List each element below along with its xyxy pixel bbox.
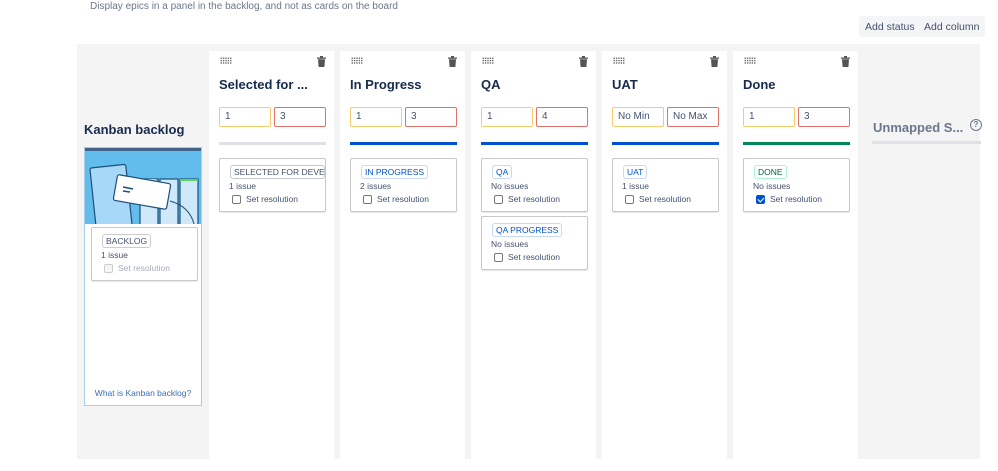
- column-title[interactable]: Done: [743, 77, 776, 92]
- column-color-bar: [743, 142, 850, 145]
- column-max-input[interactable]: 3: [405, 107, 457, 127]
- status-card[interactable]: UAT 1 issue Set resolution: [612, 158, 719, 212]
- board-column: UAT No Min No Max UAT 1 issue Set resolu…: [602, 51, 727, 471]
- issue-count: 1 issue: [622, 181, 649, 191]
- board-column: Selected for ... 1 3 SELECTED FOR DEVEL.…: [209, 51, 334, 471]
- status-card[interactable]: DONE No issues Set resolution: [743, 158, 850, 212]
- drag-handle-icon[interactable]: [351, 57, 363, 64]
- trash-icon[interactable]: [710, 56, 719, 67]
- drag-handle-icon[interactable]: [220, 57, 232, 64]
- column-color-bar: [219, 142, 326, 145]
- drag-handle-icon[interactable]: [613, 57, 625, 64]
- kanban-backlog-panel: BACKLOG 1 issue Set resolution What is K…: [84, 147, 202, 406]
- column-min-input[interactable]: 1: [350, 107, 402, 127]
- what-is-kanban-backlog-link[interactable]: What is Kanban backlog?: [94, 388, 192, 398]
- issue-count: No issues: [491, 181, 529, 191]
- resolution-checkbox[interactable]: [232, 194, 241, 204]
- column-max-input[interactable]: No Max: [667, 107, 719, 127]
- unmapped-statuses-title: Unmapped S...: [873, 120, 964, 135]
- board-column: Done 1 3 DONE No issues Set resolution: [733, 51, 858, 471]
- column-min-input[interactable]: 1: [219, 107, 271, 127]
- add-status-button[interactable]: Add status: [859, 16, 921, 37]
- status-card[interactable]: QA No issues Set resolution: [481, 158, 588, 212]
- drag-handle-icon[interactable]: [482, 57, 494, 64]
- column-title[interactable]: UAT: [612, 77, 638, 92]
- resolution-checkbox[interactable]: [363, 194, 372, 204]
- column-board: Kanban backlog BACKLOG 1 issue Set resol…: [77, 44, 982, 471]
- issue-count: 1 issue: [101, 250, 128, 260]
- status-lozenge: DONE: [754, 165, 787, 179]
- status-lozenge: SELECTED FOR DEVEL...: [230, 165, 325, 179]
- column-color-bar: [350, 142, 457, 145]
- status-card-backlog[interactable]: BACKLOG 1 issue Set resolution: [91, 227, 198, 281]
- status-lozenge: BACKLOG: [102, 234, 152, 248]
- epics-panel-hint: Display epics in a panel in the backlog,…: [90, 1, 398, 12]
- resolution-label: Set resolution: [770, 194, 822, 204]
- status-lozenge: QA PROGRESS: [492, 223, 563, 237]
- status-lozenge: IN PROGRESS: [361, 165, 429, 179]
- status-lozenge: QA: [492, 165, 513, 179]
- resolution-label: Set resolution: [508, 252, 560, 262]
- kanban-backlog-title: Kanban backlog: [84, 122, 185, 137]
- status-card[interactable]: IN PROGRESS 2 issues Set resolution: [350, 158, 457, 212]
- help-icon[interactable]: ?: [970, 119, 982, 131]
- column-max-input[interactable]: 3: [798, 107, 850, 127]
- issue-count: No issues: [753, 181, 791, 191]
- status-card[interactable]: SELECTED FOR DEVEL... 1 issue Set resolu…: [219, 158, 326, 212]
- trash-icon[interactable]: [448, 56, 457, 67]
- set-resolution[interactable]: Set resolution: [494, 194, 560, 204]
- resolution-label: Set resolution: [118, 263, 170, 273]
- column-color-bar: [481, 142, 588, 145]
- column-min-input[interactable]: No Min: [612, 107, 664, 127]
- resolution-checkbox[interactable]: [494, 194, 503, 204]
- status-card[interactable]: QA PROGRESS No issues Set resolution: [481, 216, 588, 270]
- resolution-checkbox[interactable]: [494, 252, 503, 262]
- resolution-checkbox[interactable]: [625, 194, 634, 204]
- resolution-checkbox: [104, 263, 113, 273]
- issue-count: 1 issue: [229, 181, 256, 191]
- resolution-label: Set resolution: [508, 194, 560, 204]
- set-resolution[interactable]: Set resolution: [625, 194, 691, 204]
- set-resolution[interactable]: Set resolution: [363, 194, 429, 204]
- resolution-label: Set resolution: [639, 194, 691, 204]
- resolution-checkbox[interactable]: [756, 194, 765, 204]
- drag-handle-icon[interactable]: [744, 57, 756, 64]
- add-column-button[interactable]: Add column: [918, 16, 986, 37]
- trash-icon[interactable]: [579, 56, 588, 67]
- trash-icon[interactable]: [841, 56, 850, 67]
- issue-count: No issues: [491, 239, 529, 249]
- kanban-illustration: [85, 148, 201, 224]
- set-resolution[interactable]: Set resolution: [756, 194, 822, 204]
- issue-count: 2 issues: [360, 181, 392, 191]
- resolution-label: Set resolution: [246, 194, 298, 204]
- column-max-input[interactable]: 3: [274, 107, 326, 127]
- board-column: In Progress 1 3 IN PROGRESS 2 issues Set…: [340, 51, 465, 471]
- column-title[interactable]: In Progress: [350, 77, 422, 92]
- trash-icon[interactable]: [317, 56, 326, 67]
- column-color-bar: [612, 142, 719, 145]
- column-min-input[interactable]: 1: [481, 107, 533, 127]
- set-resolution[interactable]: Set resolution: [494, 252, 560, 262]
- status-lozenge: UAT: [623, 165, 648, 179]
- column-max-input[interactable]: 4: [536, 107, 588, 127]
- unmapped-divider: [872, 141, 981, 144]
- column-title[interactable]: Selected for ...: [219, 77, 308, 92]
- column-min-input[interactable]: 1: [743, 107, 795, 127]
- resolution-label: Set resolution: [377, 194, 429, 204]
- set-resolution: Set resolution: [104, 263, 170, 273]
- board-column: QA 1 4 QA No issues Set resolution QA PR…: [471, 51, 596, 471]
- set-resolution[interactable]: Set resolution: [232, 194, 298, 204]
- column-title[interactable]: QA: [481, 77, 501, 92]
